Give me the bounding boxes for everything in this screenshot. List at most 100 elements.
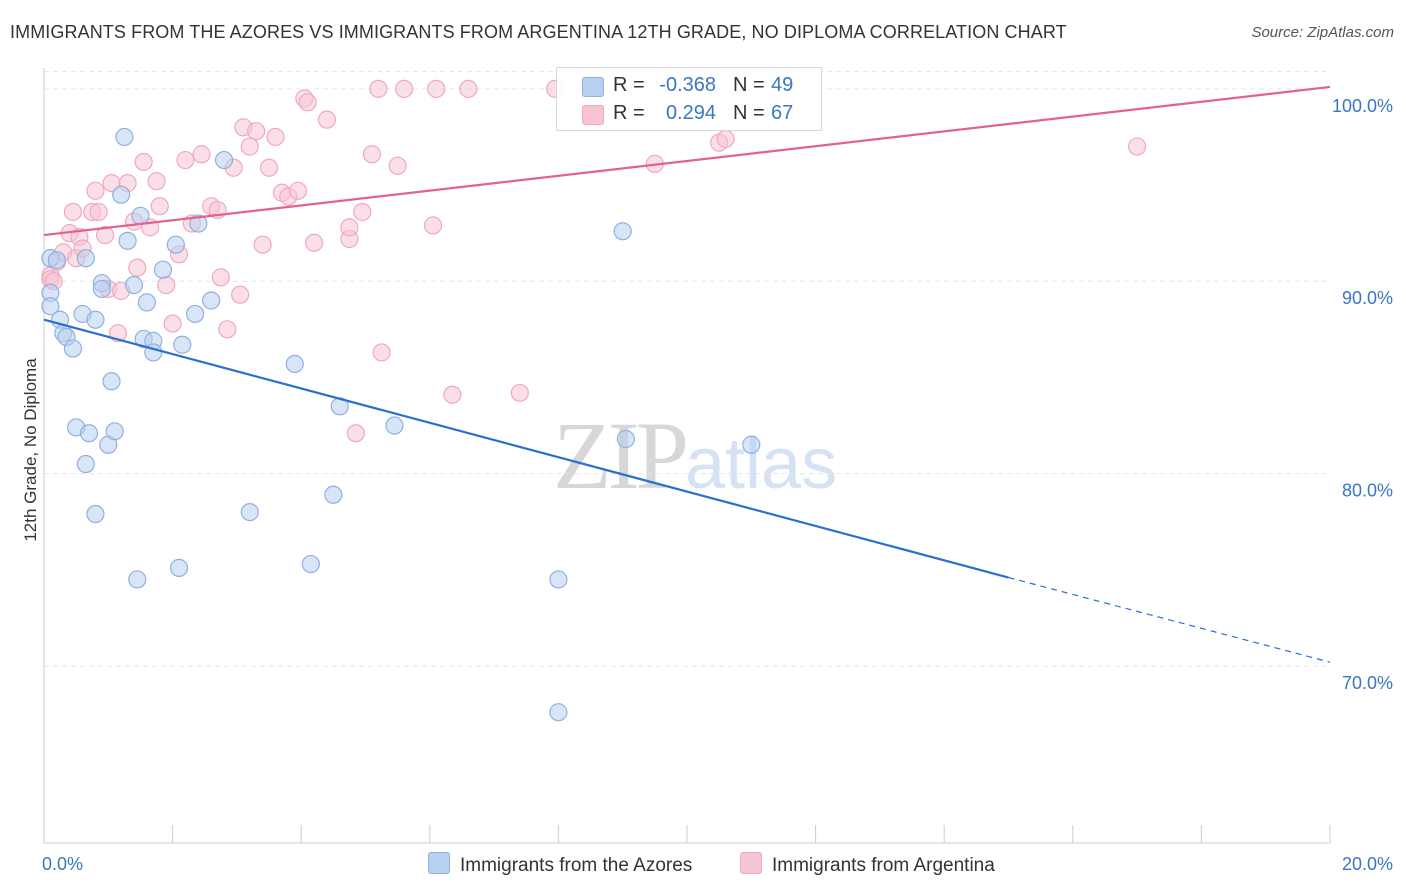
argentina-swatch	[582, 105, 604, 125]
azores-swatch	[582, 77, 604, 97]
azores-point	[131, 206, 150, 225]
correlation-legend: R = -0.368 N = 49 R = 0.294 N = 67	[556, 67, 822, 131]
legend-row-argentina: R = 0.294 N = 67	[557, 100, 821, 128]
azores-point	[324, 485, 343, 504]
y-tick-label: 70.0%	[1342, 673, 1393, 693]
series-legend: Immigrants from the Azores Immigrants fr…	[0, 852, 1406, 880]
argentina-point	[192, 145, 211, 164]
azores-point	[202, 291, 221, 310]
argentina-point	[89, 202, 108, 222]
azores-point	[112, 185, 131, 204]
azores-legend-label: Immigrants from the Azores	[460, 855, 693, 876]
argentina-point	[427, 79, 446, 98]
argentina-point	[340, 218, 359, 237]
azores-point	[169, 558, 189, 577]
azores-point	[549, 703, 568, 722]
legend-item-azores[interactable]: Immigrants from the Azores	[428, 852, 692, 877]
y-tick-label: 90.0%	[1342, 288, 1393, 308]
azores-point	[86, 310, 105, 329]
argentina-point	[86, 181, 105, 200]
azores-point	[189, 214, 208, 233]
azores-point	[41, 297, 60, 316]
argentina-point	[176, 150, 195, 170]
legend-item-argentina[interactable]: Immigrants from Argentina	[740, 852, 995, 877]
argentina-point	[95, 225, 115, 245]
azores-point	[173, 335, 192, 354]
azores-n-label: N =	[733, 74, 765, 96]
argentina-r-value: 0.294	[665, 102, 716, 124]
azores-point	[105, 422, 124, 441]
azores-point	[115, 127, 134, 147]
y-tick-label: 100.0%	[1332, 96, 1393, 116]
argentina-point	[253, 235, 272, 254]
argentina-point	[128, 258, 147, 277]
azores-point	[76, 249, 95, 268]
argentina-n-value: 67	[771, 102, 794, 124]
azores-point	[153, 260, 173, 279]
azores-point	[124, 275, 144, 295]
azores-point	[549, 570, 568, 589]
argentina-point	[362, 145, 382, 164]
azores-point	[616, 429, 636, 449]
azores-point	[385, 416, 404, 435]
argentina-point	[247, 122, 266, 141]
argentina-point	[211, 268, 230, 287]
azores-point	[76, 454, 95, 474]
argentina-point	[317, 110, 337, 129]
azores-legend-swatch	[428, 852, 450, 874]
argentina-point	[240, 137, 259, 156]
argentina-point	[157, 275, 176, 295]
argentina-point	[388, 156, 407, 175]
azores-r-value: -0.368	[659, 74, 716, 96]
y-axis-label: 12th Grade, No Diploma	[21, 358, 40, 542]
argentina-trend-line	[43, 85, 1331, 237]
azores-point	[214, 150, 234, 170]
argentina-legend-swatch	[740, 852, 762, 874]
x-tick-label: 20.0%	[1342, 854, 1393, 874]
azores-point	[79, 424, 99, 443]
argentina-point	[288, 181, 308, 200]
azores-point	[128, 570, 147, 589]
source-credit: Source: ZipAtlas.com	[1251, 24, 1394, 41]
azores-point	[285, 354, 304, 374]
azores-point	[86, 504, 105, 524]
argentina-point	[443, 385, 462, 404]
argentina-point	[369, 79, 388, 98]
argentina-point	[1127, 137, 1147, 156]
argentina-point	[231, 285, 250, 304]
argentina-point	[353, 202, 372, 222]
argentina-point	[147, 172, 166, 191]
y-tick-label: 80.0%	[1342, 481, 1393, 501]
azores-trend-line	[43, 318, 1009, 579]
argentina-point	[459, 79, 478, 98]
azores-point	[301, 554, 320, 574]
argentina-point	[716, 129, 735, 148]
azores-point	[47, 250, 66, 270]
azores-point	[102, 372, 121, 391]
argentina-point	[163, 314, 182, 333]
argentina-point	[346, 424, 365, 443]
argentina-point	[134, 152, 153, 172]
azores-point	[166, 235, 185, 254]
azores-point	[186, 304, 205, 324]
y-axis-label-wrap: 12th Grade, No Diploma	[16, 250, 46, 650]
azores-point	[742, 435, 761, 454]
argentina-point	[394, 79, 414, 98]
argentina-point	[63, 202, 83, 222]
argentina-point	[510, 383, 529, 402]
argentina-point	[266, 127, 285, 147]
azores-point	[63, 339, 83, 358]
azores-point	[613, 222, 632, 241]
argentina-point	[372, 343, 391, 362]
azores-n-value: 49	[771, 74, 794, 96]
azores-point	[118, 231, 137, 250]
argentina-point	[259, 158, 279, 177]
azores-trend-extension	[1008, 576, 1331, 663]
chart-title: IMMIGRANTS FROM THE AZORES VS IMMIGRANTS…	[10, 22, 1067, 42]
argentina-point	[150, 197, 169, 216]
azores-point	[137, 293, 156, 312]
argentina-point	[304, 233, 324, 252]
argentina-point	[218, 320, 237, 339]
argentina-legend-label: Immigrants from Argentina	[772, 855, 995, 876]
azores-point	[92, 279, 111, 299]
